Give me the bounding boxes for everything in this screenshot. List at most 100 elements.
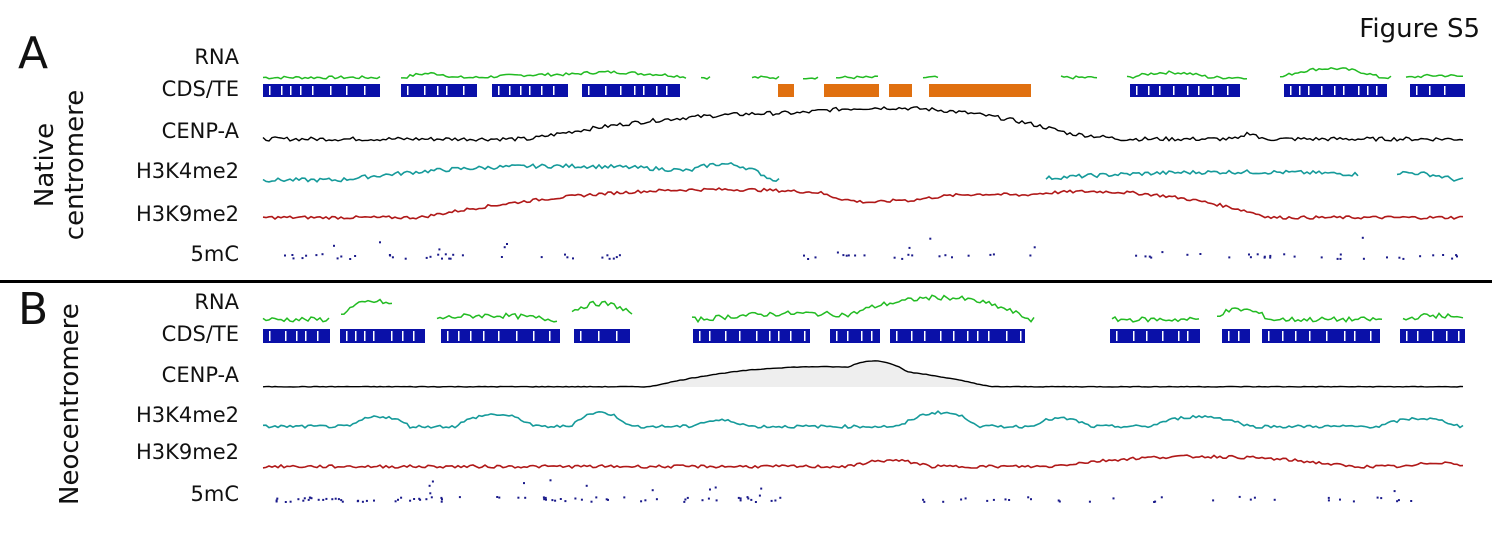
cds-block-b-tick xyxy=(355,331,357,341)
methylation-dot-b xyxy=(302,499,305,502)
cds-block-b-tick xyxy=(911,331,913,341)
cds-block-a-tick xyxy=(529,86,531,95)
cds-block-b-3 xyxy=(574,329,630,343)
track-label-h3k9me2-b: H3K9me2 xyxy=(135,440,239,464)
methylation-dot-b xyxy=(640,500,643,503)
methylation-dot-b xyxy=(1112,497,1115,500)
methylation-dot-b xyxy=(1004,498,1007,501)
cds-block-b-tick xyxy=(483,331,485,341)
methylation-dot-a xyxy=(1228,256,1231,259)
cds-block-b-tick xyxy=(871,331,873,341)
methylation-dot-a xyxy=(500,256,503,258)
cds-block-b-tick xyxy=(1370,331,1372,341)
methylation-dot-a xyxy=(425,256,428,259)
track-label-5mc-a: 5mC xyxy=(190,242,239,266)
cds-block-a-tick xyxy=(1429,86,1431,95)
cds-block-b-tick xyxy=(1146,331,1148,341)
methylation-dot-a xyxy=(292,257,295,260)
methylation-dot-a xyxy=(404,257,407,260)
cds-block-a-tick xyxy=(446,86,448,95)
methylation-dot-b xyxy=(964,497,967,500)
cds-block-a-0 xyxy=(263,84,380,97)
methylation-dot-a xyxy=(908,246,911,249)
cds-block-b-tick xyxy=(1458,331,1460,341)
methylation-dot-b xyxy=(1352,500,1355,503)
methylation-dot-a xyxy=(284,254,286,257)
methylation-dot-a xyxy=(847,254,850,257)
methylation-dot-a xyxy=(907,253,910,256)
cds-block-a-tick xyxy=(424,86,426,95)
methylation-dot-a xyxy=(438,248,441,251)
cds-block-a-tick xyxy=(605,86,607,95)
figure-title: Figure S5 xyxy=(1359,14,1480,44)
methylation-dot-a xyxy=(1135,254,1138,257)
cds-block-a-tick xyxy=(1334,86,1336,95)
cds-block-b-tick xyxy=(725,331,727,341)
cds-block-a-tick xyxy=(1136,86,1138,95)
methylation-dot-a xyxy=(1249,256,1252,259)
methylation-dot-a xyxy=(967,254,970,257)
cds-block-b-tick xyxy=(924,331,926,341)
cds-block-b-tick xyxy=(977,331,979,341)
methylation-dot-b xyxy=(1212,499,1215,502)
track-label-rna-b: RNA xyxy=(194,290,239,314)
cds-block-b-tick xyxy=(940,331,942,341)
cds-block-b-tick xyxy=(769,331,771,341)
methylation-dot-b xyxy=(545,498,547,501)
methylation-dot-a xyxy=(845,254,848,257)
track-label-h3k4me2-b: H3K4me2 xyxy=(135,403,239,427)
cds-block-a-1 xyxy=(401,84,477,97)
cds-block-a-tick xyxy=(620,86,622,95)
methylation-dot-b xyxy=(523,482,525,485)
methylation-dot-b xyxy=(373,499,375,502)
te-block-a-3 xyxy=(929,84,1031,97)
methylation-dot-b xyxy=(942,500,945,503)
methylation-dot-a xyxy=(354,255,357,257)
methylation-dot-b xyxy=(276,497,279,500)
methylation-dot-b xyxy=(397,498,399,501)
methylation-dot-b xyxy=(365,499,368,502)
cds-block-a-tick xyxy=(407,86,409,95)
methylation-dot-a xyxy=(893,256,896,259)
methylation-dot-b xyxy=(517,496,520,499)
methylation-dot-a xyxy=(506,243,508,245)
methylation-dot-b xyxy=(707,497,710,500)
cds-block-a-tick xyxy=(666,86,668,95)
cds-block-a-4 xyxy=(1130,84,1240,97)
methylation-dot-b xyxy=(308,496,311,499)
cds-block-b-tick xyxy=(1187,331,1189,341)
cds-block-a-tick xyxy=(634,86,636,95)
cds-block-a-tick xyxy=(1308,86,1310,95)
cenpa-signal-b-fill xyxy=(263,360,1465,387)
track-label-cds-te-a: CDS/TE xyxy=(161,77,239,101)
methylation-dot-b xyxy=(564,500,567,503)
cds-block-a-tick xyxy=(643,86,645,95)
track-label-cenpa-b: CENP-A xyxy=(161,363,239,387)
cds-block-b-tick xyxy=(1417,331,1419,341)
rna-signal-b xyxy=(262,294,1464,324)
cds-block-b-tick xyxy=(988,331,990,341)
methylation-dot-b xyxy=(322,498,325,501)
cds-block-b-tick xyxy=(470,331,472,341)
methylation-dot-b xyxy=(1273,498,1276,501)
methylation-dot-b xyxy=(1339,498,1341,501)
methylation-dot-a xyxy=(566,256,569,259)
methylation-dot-a xyxy=(901,257,904,260)
methylation-dot-b xyxy=(1160,496,1163,499)
cds-block-b-tick xyxy=(373,331,375,341)
methylation-dot-b xyxy=(1238,495,1241,498)
track-label-cds-te-b: CDS/TE xyxy=(161,322,239,346)
methylation-dot-b xyxy=(607,498,609,501)
methylation-dot-b xyxy=(1327,496,1330,499)
methylation-dot-b xyxy=(340,499,343,502)
methylation-dot-b xyxy=(623,496,626,499)
cds-block-b-tick xyxy=(861,331,863,341)
methylation-dot-a xyxy=(803,254,805,257)
cds-block-a-tick xyxy=(269,86,271,95)
cds-block-b-tick xyxy=(413,331,415,341)
methylation-dot-b xyxy=(580,498,583,501)
cds-block-a-tick xyxy=(1299,86,1301,95)
methylation-dot-a xyxy=(1150,256,1153,259)
cds-block-a-tick xyxy=(1343,86,1345,95)
